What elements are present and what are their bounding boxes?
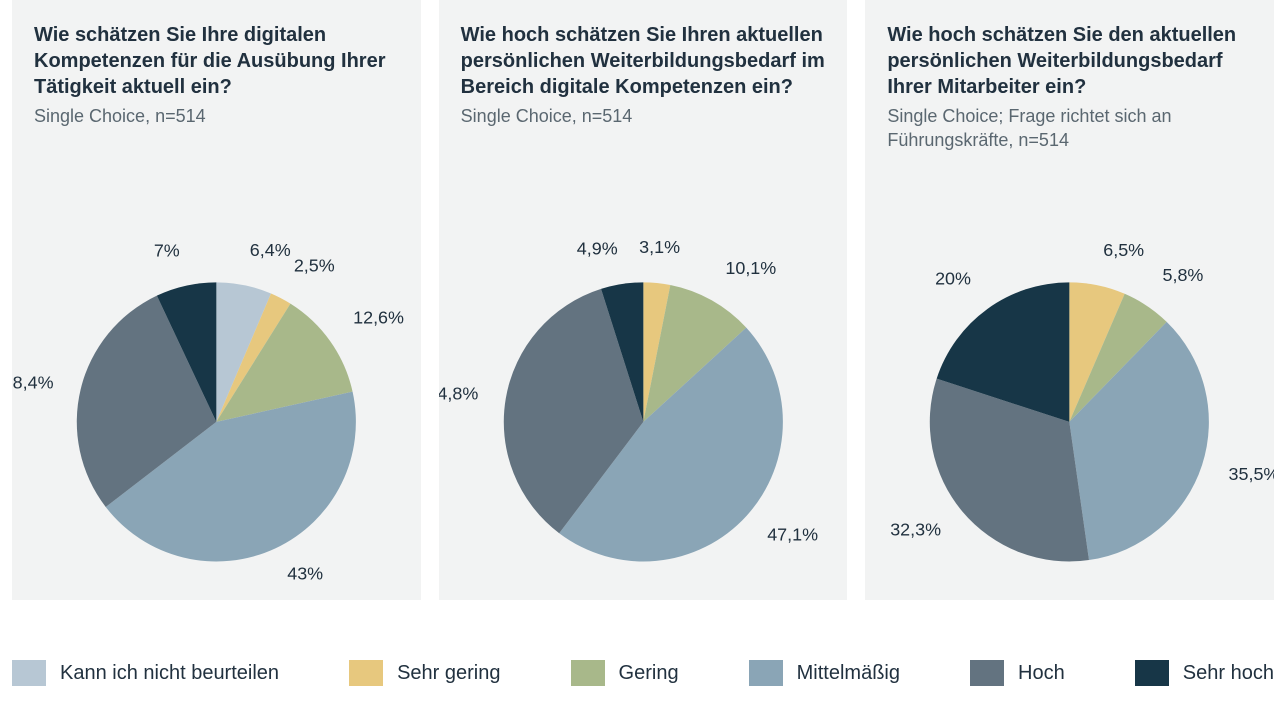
slice-label: 28,4% xyxy=(12,372,54,392)
slice-label: 7% xyxy=(154,240,180,260)
legend-swatch xyxy=(349,660,383,686)
slice-label: 35,5% xyxy=(1229,464,1274,484)
legend-swatch xyxy=(571,660,605,686)
slice-label: 5,8% xyxy=(1163,265,1204,285)
panel-2-title: Wie hoch schätzen Sie Ihren aktuellen pe… xyxy=(461,22,826,100)
legend-swatch xyxy=(1135,660,1169,686)
legend-label: Sehr gering xyxy=(397,662,500,685)
slice-label: 6,4% xyxy=(250,240,291,260)
legend-item-gering: Gering xyxy=(571,660,679,686)
legend-swatch xyxy=(12,660,46,686)
slice-label: 10,1% xyxy=(725,258,776,278)
legend-swatch xyxy=(749,660,783,686)
legend-item-sehr-hoch: Sehr hoch xyxy=(1135,660,1274,686)
panel-1-subtitle: Single Choice, n=514 xyxy=(34,104,399,128)
legend-label: Sehr hoch xyxy=(1183,662,1274,685)
slice-label: 32,3% xyxy=(891,520,942,540)
panel-2-chart: 3,1% 10,1% 47,1% 34,8% 4,9% xyxy=(439,202,848,582)
panel-3: Wie hoch schätzen Sie den aktuellen pers… xyxy=(865,0,1274,600)
panel-3-title: Wie hoch schätzen Sie den aktuellen pers… xyxy=(887,22,1252,100)
slice-label: 2,5% xyxy=(294,255,335,275)
panel-2: Wie hoch schätzen Sie Ihren aktuellen pe… xyxy=(439,0,848,600)
legend: Kann ich nicht beurteilen Sehr gering Ge… xyxy=(12,660,1274,686)
slice-label: 12,6% xyxy=(353,307,404,327)
panel-1-title: Wie schätzen Sie Ihre digitalen Kompeten… xyxy=(34,22,399,100)
legend-item-kann-nicht: Kann ich nicht beurteilen xyxy=(12,660,279,686)
panel-1-chart: 6,4%2,5% 12,6% 43% 28,4% 7% xyxy=(12,202,421,582)
legend-label: Gering xyxy=(619,662,679,685)
legend-label: Kann ich nicht beurteilen xyxy=(60,662,279,685)
legend-label: Mittelmäßig xyxy=(797,662,900,685)
slice-label: 34,8% xyxy=(439,384,478,404)
panel-2-subtitle: Single Choice, n=514 xyxy=(461,104,826,128)
pie-chart-3: 6,5% 5,8% 35,5% 32,3% 20% xyxy=(865,202,1274,582)
legend-item-sehr-gering: Sehr gering xyxy=(349,660,500,686)
slice-label: 20% xyxy=(935,268,971,288)
panel-1: Wie schätzen Sie Ihre digitalen Kompeten… xyxy=(12,0,421,600)
legend-item-mittel: Mittelmäßig xyxy=(749,660,900,686)
pie-chart-2: 3,1% 10,1% 47,1% 34,8% 4,9% xyxy=(439,202,848,582)
slice-label: 3,1% xyxy=(639,237,680,257)
slice-label: 43% xyxy=(287,564,323,582)
panel-3-chart: 6,5% 5,8% 35,5% 32,3% 20% xyxy=(865,202,1274,582)
legend-swatch xyxy=(970,660,1004,686)
slice-label: 4,9% xyxy=(576,238,617,258)
slice-label: 47,1% xyxy=(767,525,818,545)
legend-item-hoch: Hoch xyxy=(970,660,1065,686)
legend-label: Hoch xyxy=(1018,662,1065,685)
pie-chart-1: 6,4%2,5% 12,6% 43% 28,4% 7% xyxy=(12,202,421,582)
chart-triptych: Wie schätzen Sie Ihre digitalen Kompeten… xyxy=(0,0,1286,702)
slice-label: 6,5% xyxy=(1104,240,1145,260)
panel-3-subtitle: Single Choice; Frage richtet sich an Füh… xyxy=(887,104,1252,153)
panels-row: Wie schätzen Sie Ihre digitalen Kompeten… xyxy=(12,0,1274,600)
